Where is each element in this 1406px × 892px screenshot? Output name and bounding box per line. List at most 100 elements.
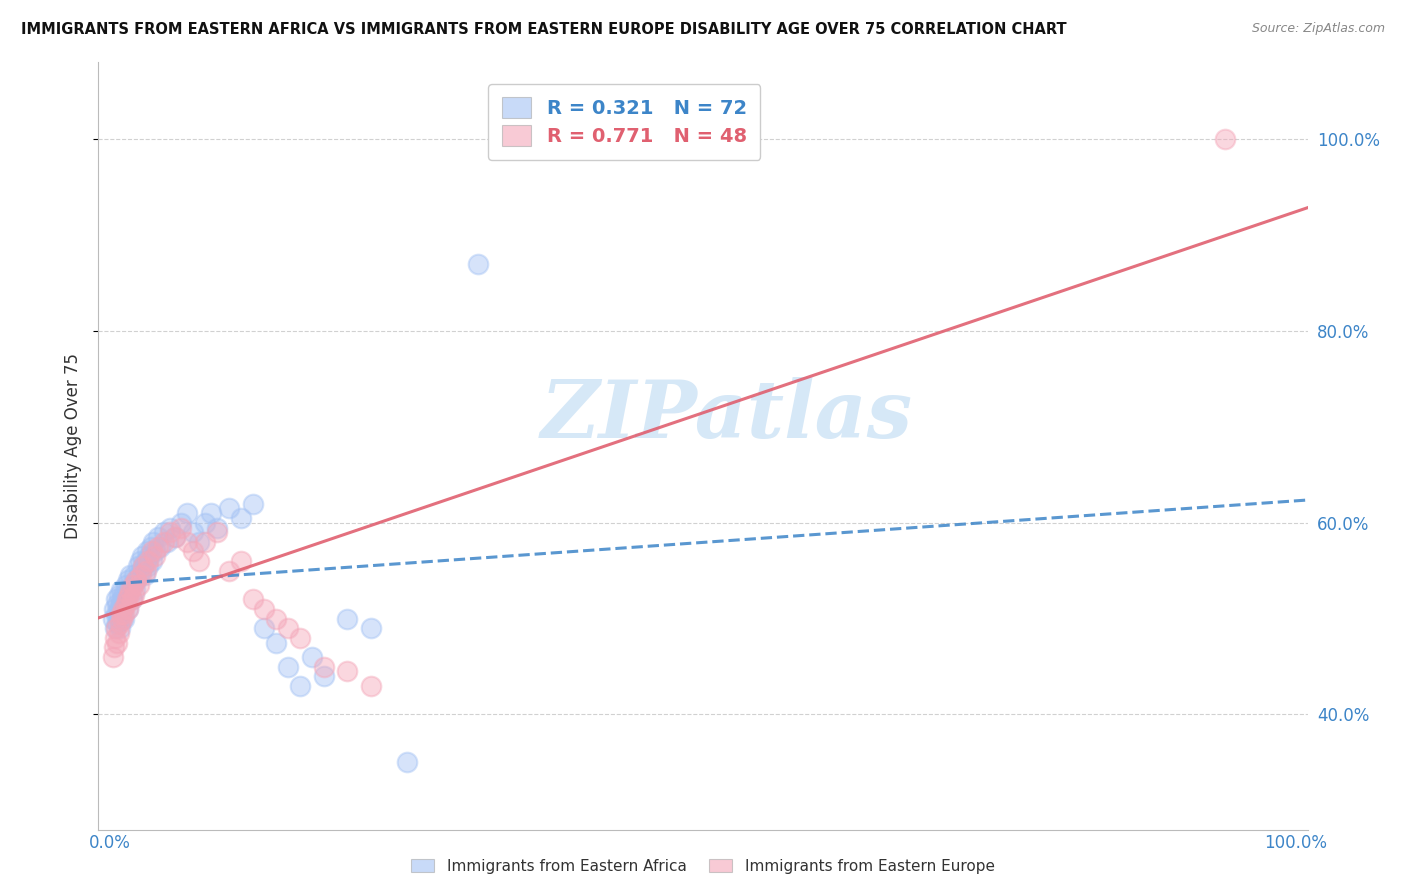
Point [117, 602, 139, 616]
Point [104, 621, 127, 635]
Point [170, 520, 193, 534]
Point [336, 665, 359, 679]
Text: IMMIGRANTS FROM EASTERN AFRICA VS IMMIGRANTS FROM EASTERN EUROPE DISABILITY AGE : IMMIGRANTS FROM EASTERN AFRICA VS IMMIGR… [21, 22, 1067, 37]
Point [107, 602, 129, 616]
Point [114, 597, 136, 611]
Point [141, 554, 163, 568]
Point [229, 554, 252, 568]
Point [170, 516, 193, 530]
Point [114, 597, 136, 611]
Point [110, 607, 132, 621]
Point [312, 659, 335, 673]
Point [125, 574, 148, 588]
Point [135, 564, 157, 578]
Point [146, 540, 169, 554]
Point [301, 650, 323, 665]
Point [103, 602, 125, 616]
Point [194, 516, 217, 530]
Point [136, 554, 159, 568]
Point [253, 621, 276, 635]
Point [205, 520, 228, 534]
Point [128, 568, 150, 582]
Point [135, 554, 157, 568]
Point [218, 501, 240, 516]
Point [129, 568, 152, 582]
Point [129, 564, 152, 578]
Point [128, 578, 150, 592]
Point [107, 612, 129, 626]
Point [200, 506, 222, 520]
Point [101, 650, 124, 665]
Point [105, 616, 128, 631]
Point [149, 540, 172, 554]
Point [176, 535, 198, 549]
Point [107, 588, 129, 602]
Point [121, 578, 143, 592]
Point [131, 549, 153, 564]
Point [103, 640, 125, 655]
Point [105, 592, 128, 607]
Point [122, 588, 145, 602]
Point [1213, 132, 1236, 146]
Point [141, 544, 163, 558]
Point [188, 535, 211, 549]
Point [336, 612, 359, 626]
Point [108, 621, 131, 635]
Point [159, 520, 181, 534]
Point [277, 621, 299, 635]
Point [108, 607, 131, 621]
Legend: R = 0.321   N = 72, R = 0.771   N = 48: R = 0.321 N = 72, R = 0.771 N = 48 [488, 84, 761, 160]
Point [146, 530, 169, 544]
Point [111, 612, 134, 626]
Point [395, 756, 418, 770]
Point [105, 607, 128, 621]
Point [143, 544, 166, 558]
Point [467, 257, 489, 271]
Point [115, 588, 138, 602]
Point [142, 535, 165, 549]
Point [242, 592, 264, 607]
Point [360, 621, 382, 635]
Point [111, 592, 134, 607]
Point [114, 578, 136, 592]
Text: Source: ZipAtlas.com: Source: ZipAtlas.com [1251, 22, 1385, 36]
Point [138, 549, 160, 564]
Point [117, 602, 139, 616]
Point [122, 568, 145, 582]
Point [264, 612, 287, 626]
Point [288, 679, 311, 693]
Point [242, 497, 264, 511]
Point [188, 554, 211, 568]
Point [134, 568, 156, 582]
Point [112, 602, 135, 616]
Point [165, 530, 187, 544]
Text: ZIPatlas: ZIPatlas [541, 376, 914, 454]
Point [110, 597, 132, 611]
Point [264, 635, 287, 649]
Point [101, 612, 124, 626]
Point [152, 535, 174, 549]
Point [136, 558, 159, 573]
Point [118, 582, 141, 597]
Point [121, 592, 143, 607]
Point [312, 669, 335, 683]
Point [120, 582, 142, 597]
Point [194, 535, 217, 549]
Point [105, 635, 128, 649]
Point [118, 588, 141, 602]
Point [124, 582, 146, 597]
Point [132, 558, 155, 573]
Point [218, 564, 240, 578]
Point [120, 568, 142, 582]
Point [139, 540, 162, 554]
Point [111, 612, 134, 626]
Point [253, 602, 276, 616]
Point [114, 607, 136, 621]
Point [176, 506, 198, 520]
Legend: Immigrants from Eastern Africa, Immigrants from Eastern Europe: Immigrants from Eastern Africa, Immigran… [405, 853, 1001, 880]
Point [104, 631, 127, 645]
Point [360, 679, 382, 693]
Point [127, 558, 149, 573]
Point [105, 597, 128, 611]
Point [117, 574, 139, 588]
